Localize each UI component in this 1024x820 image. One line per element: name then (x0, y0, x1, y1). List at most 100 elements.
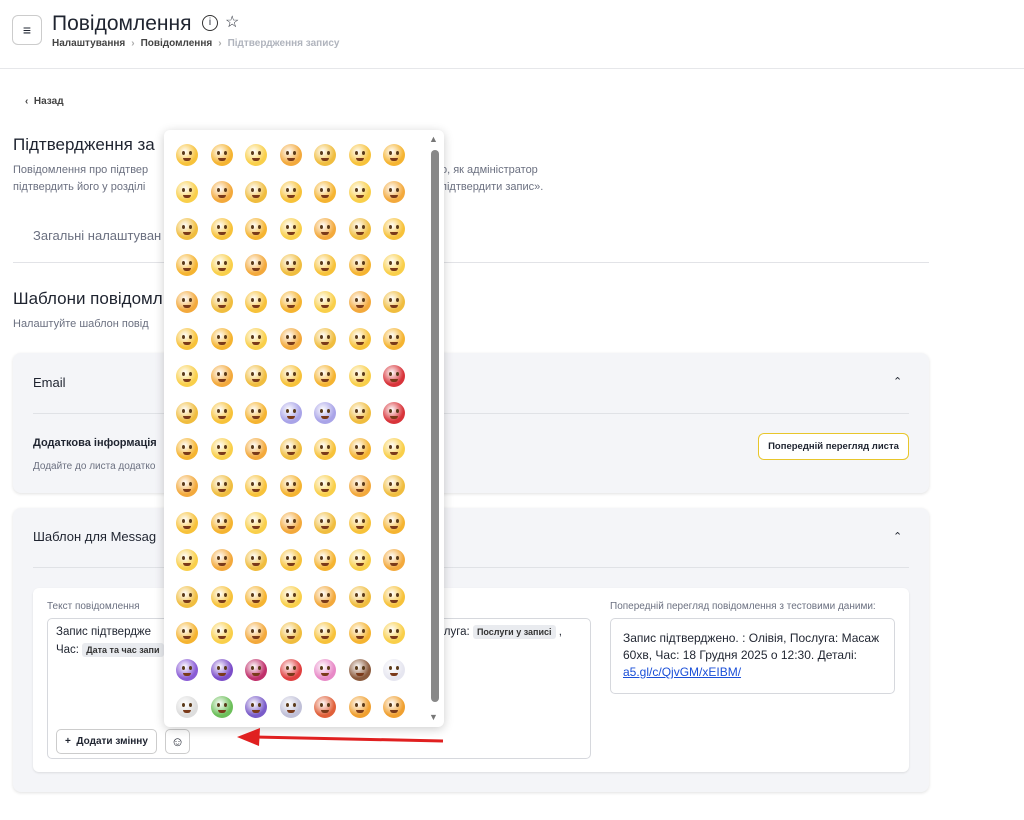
emoji[interactable] (245, 291, 267, 314)
emoji[interactable] (245, 585, 267, 608)
emoji[interactable] (210, 328, 233, 350)
emoji[interactable] (210, 291, 233, 314)
emoji[interactable] (245, 254, 267, 277)
emoji[interactable] (176, 364, 198, 387)
emoji[interactable] (176, 475, 198, 498)
emoji[interactable] (348, 180, 371, 203)
emoji[interactable] (314, 401, 336, 424)
emoji[interactable] (176, 512, 198, 534)
emoji[interactable] (210, 512, 233, 534)
emoji[interactable] (314, 328, 336, 350)
emoji[interactable] (245, 364, 267, 387)
emoji[interactable] (245, 622, 267, 645)
scrollbar[interactable] (431, 150, 439, 702)
emoji[interactable] (210, 144, 233, 166)
emoji[interactable] (176, 291, 198, 314)
emoji[interactable] (176, 659, 198, 682)
add-variable-text[interactable]: Додати змінну (76, 736, 148, 747)
chevron[interactable]: ⌃ (893, 376, 903, 388)
emoji[interactable] (314, 291, 336, 314)
emoji[interactable] (245, 144, 267, 166)
chevron[interactable]: ⌃ (893, 531, 903, 543)
emoji[interactable] (176, 438, 198, 461)
emoji[interactable] (279, 548, 302, 571)
emoji[interactable] (383, 291, 405, 314)
emoji[interactable] (176, 548, 198, 571)
emoji[interactable] (383, 548, 405, 571)
scroll-up[interactable]: ▲ (429, 134, 438, 144)
emoji[interactable] (279, 512, 302, 534)
menu-button[interactable]: ≡ (12, 15, 42, 45)
preview-button[interactable]: Попередній перегляд листа (758, 433, 909, 460)
emoji[interactable] (348, 217, 371, 240)
emoji[interactable] (245, 328, 267, 350)
emoji[interactable] (279, 217, 302, 240)
emoji[interactable] (279, 585, 302, 608)
emoji[interactable] (348, 622, 371, 645)
emoji[interactable] (245, 180, 267, 203)
emoji[interactable] (383, 180, 405, 203)
emoji[interactable] (314, 254, 336, 277)
emoji[interactable] (245, 659, 267, 682)
emoji[interactable] (383, 438, 405, 461)
emoji[interactable] (210, 180, 233, 203)
emoji[interactable] (383, 696, 405, 718)
emoji[interactable] (383, 585, 405, 608)
emoji[interactable] (176, 401, 198, 424)
emoji[interactable] (245, 548, 267, 571)
emoji[interactable] (279, 622, 302, 645)
emoji[interactable] (314, 585, 336, 608)
star-icon[interactable]: ☆ (225, 14, 240, 31)
emoji[interactable] (348, 548, 371, 571)
emoji[interactable] (348, 144, 371, 166)
emoji[interactable] (245, 475, 267, 498)
emoji[interactable] (176, 696, 198, 718)
emoji[interactable] (383, 364, 405, 387)
emoji[interactable] (210, 475, 233, 498)
emoji[interactable] (314, 622, 336, 645)
emoji[interactable] (279, 180, 302, 203)
emoji[interactable] (210, 254, 233, 277)
tab[interactable]: Загальні налаштуван (33, 228, 162, 243)
emoji[interactable] (314, 364, 336, 387)
preview-link[interactable]: a5.gl/c/QjvGM/xEIBM/ (623, 665, 742, 679)
emoji[interactable] (210, 696, 233, 718)
info-icon[interactable]: i (202, 15, 218, 31)
emoji[interactable] (348, 364, 371, 387)
emoji[interactable] (314, 696, 336, 718)
emoji[interactable] (348, 291, 371, 314)
emoji[interactable] (383, 254, 405, 277)
emoji[interactable] (210, 401, 233, 424)
emoji[interactable] (314, 180, 336, 203)
emoji[interactable] (383, 217, 405, 240)
emoji[interactable] (383, 475, 405, 498)
emoji[interactable] (210, 659, 233, 682)
emoji[interactable] (245, 438, 267, 461)
emoji[interactable] (314, 475, 336, 498)
emoji[interactable] (348, 328, 371, 350)
emoji[interactable] (314, 512, 336, 534)
scroll-down[interactable]: ▼ (429, 712, 438, 722)
crumb[interactable]: Налаштування (52, 38, 126, 49)
emoji[interactable] (314, 438, 336, 461)
card-title[interactable]: Email (33, 375, 66, 390)
emoji[interactable] (348, 585, 371, 608)
emoji[interactable] (279, 328, 302, 350)
emoji[interactable] (279, 401, 302, 424)
emoji[interactable] (279, 475, 302, 498)
emoji[interactable] (210, 548, 233, 571)
card-title[interactable]: Шаблон для Messag (33, 529, 157, 544)
emoji[interactable] (348, 438, 371, 461)
emoji[interactable] (383, 659, 405, 682)
emoji[interactable] (383, 512, 405, 534)
emoji[interactable] (348, 475, 371, 498)
emoji[interactable] (210, 217, 233, 240)
back-text[interactable]: Назад (33, 96, 64, 107)
emoji[interactable] (176, 217, 198, 240)
emoji[interactable] (314, 144, 336, 166)
emoji[interactable] (383, 328, 405, 350)
emoji[interactable] (383, 144, 405, 166)
emoji[interactable] (348, 659, 371, 682)
emoji[interactable] (383, 401, 405, 424)
emoji[interactable] (210, 438, 233, 461)
